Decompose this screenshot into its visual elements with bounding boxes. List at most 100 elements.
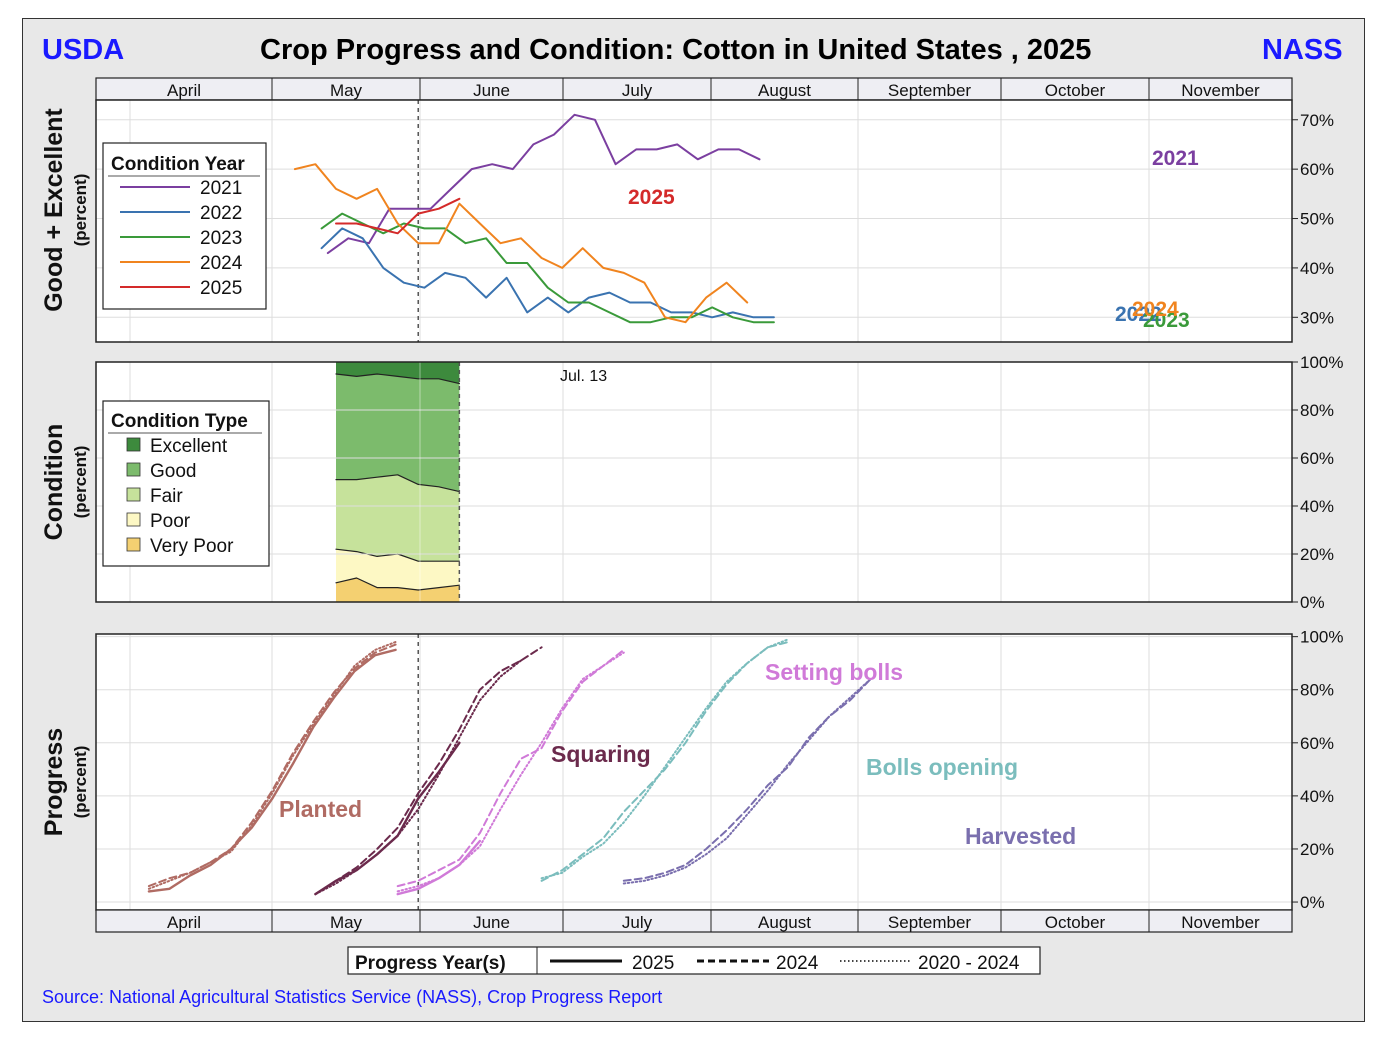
condition-type-plot-area	[96, 362, 1292, 602]
progress-ytick-label: 60%	[1300, 734, 1334, 753]
top-month-month-label: November	[1181, 81, 1260, 100]
bottom-month-month-label: April	[167, 913, 201, 932]
boundary-very-poor-top	[335, 577, 460, 591]
series-line-2021	[326, 113, 761, 255]
legend-label-poor: Poor	[150, 511, 191, 532]
progress-legend-label: 2024	[776, 953, 819, 974]
progress-bolls-opening-2024	[540, 641, 790, 882]
series-line-2023	[320, 212, 775, 324]
condition-year-ylabel-sub: (percent)	[71, 174, 90, 247]
source-note: Source: National Agricultural Statistics…	[42, 987, 663, 1007]
condition-type-ylabel: Condition	[40, 424, 68, 541]
top-month-month-label: May	[330, 81, 363, 100]
progress-ylabel-sub: (percent)	[71, 746, 90, 819]
condition-date-annotation: Jul. 13	[560, 368, 607, 385]
top-month-month-label: October	[1045, 81, 1106, 100]
condition-type-ylabel-group: Condition (percent)	[40, 424, 90, 541]
legend-swatch-very-poor	[126, 537, 141, 552]
progress-ytick-label: 80%	[1300, 681, 1334, 700]
condition-year-ytick-label: 60%	[1300, 160, 1334, 179]
end-label-2021: 2021	[1152, 147, 1199, 170]
condition-year-ytick-label: 50%	[1300, 210, 1334, 229]
progress-plot-area	[96, 634, 1292, 910]
legend-label-good: Good	[150, 461, 196, 482]
top-month-month-label: September	[888, 81, 971, 100]
progress-legend-title: Progress Year(s)	[355, 953, 506, 974]
bottom-month-band	[95, 909, 1293, 933]
condition-type-ytick-label: 20%	[1300, 545, 1334, 564]
bottom-month-month-label: September	[888, 913, 971, 932]
legend-swatch-excellent	[126, 437, 141, 452]
top-month-month-label: August	[758, 81, 811, 100]
condition-type-ylabel-sub: (percent)	[71, 446, 90, 519]
progress-ytick-label: 100%	[1300, 628, 1343, 647]
progress-setting-bolls-2024	[396, 648, 625, 888]
progress-squaring-2025	[314, 741, 461, 896]
condition-year-ytick-label: 40%	[1300, 259, 1334, 278]
progress-legend-box	[347, 946, 1041, 975]
top-month-month-label: July	[622, 81, 653, 100]
progress-harvested-2024	[622, 678, 872, 882]
area-very-poor	[336, 578, 460, 602]
bottom-month-month-label: July	[622, 913, 653, 932]
usda-logo: USDA	[42, 34, 125, 66]
legend-swatch-poor	[126, 512, 141, 527]
condition-year-ytick-label: 30%	[1300, 308, 1334, 327]
bottom-month-month-label: October	[1045, 913, 1106, 932]
legend-label-excellent: Excellent	[150, 436, 228, 457]
boundary-fair-top	[335, 474, 460, 493]
progress-ytick-label: 40%	[1300, 787, 1334, 806]
condition-year-plot-area	[96, 100, 1292, 342]
condition-type-ytick-label: 100%	[1300, 353, 1343, 372]
legend-label-fair: Fair	[150, 486, 183, 507]
bottom-month-month-label: June	[473, 913, 510, 932]
area-good	[336, 374, 460, 492]
legend-swatch-good	[126, 462, 141, 477]
area-poor	[336, 549, 460, 590]
bottom-month-month-label: August	[758, 913, 811, 932]
series-line-2025	[335, 197, 461, 235]
stage-label-planted: Planted	[279, 796, 362, 822]
condition-year-legend-box	[102, 142, 267, 310]
progress-planted-2024	[147, 643, 397, 888]
condition-year-border	[95, 99, 1293, 343]
top-month-band	[95, 77, 1293, 101]
end-label-2023: 2023	[1143, 309, 1190, 332]
condition-year-ylabel-group: Good + Excellent (percent)	[40, 108, 90, 312]
chart-title: Crop Progress and Condition: Cotton in U…	[260, 34, 1092, 66]
area-fair	[336, 474, 460, 562]
stage-label-squaring: Squaring	[551, 741, 651, 767]
bottom-month-month-label: May	[330, 913, 363, 932]
legend-label-2021: 2021	[200, 178, 242, 199]
progress-setting-bolls-2025	[396, 839, 482, 896]
condition-year-ytick-label: 70%	[1300, 111, 1334, 130]
top-month-month-label: April	[167, 81, 201, 100]
legend-label-2025: 2025	[200, 278, 242, 299]
progress-ytick-label: 0%	[1300, 893, 1325, 912]
legend-swatch-fair	[126, 487, 141, 502]
stage-label-harvested: Harvested	[965, 823, 1076, 849]
legend-label-2024: 2024	[200, 253, 243, 274]
condition-type-ytick-label: 40%	[1300, 497, 1334, 516]
progress-legend-label: 2025	[632, 953, 674, 974]
bottom-month-month-label: November	[1181, 913, 1260, 932]
nass-logo: NASS	[1262, 34, 1343, 66]
legend-label-2022: 2022	[200, 203, 242, 224]
progress-ylabel-group: Progress (percent)	[40, 728, 90, 836]
progress-squaring-2024	[314, 646, 543, 896]
condition-type-legend-title: Condition Type	[111, 411, 248, 432]
stage-label-setting-bolls: Setting bolls	[765, 659, 903, 685]
condition-year-ylabel: Good + Excellent	[40, 108, 68, 312]
end-label-2025: 2025	[628, 186, 675, 209]
end-label-2022: 2022	[1115, 303, 1162, 326]
series-line-2024	[293, 163, 749, 324]
progress-ytick-label: 20%	[1300, 840, 1334, 859]
legend-label-2023: 2023	[200, 228, 242, 249]
legend-label-very-poor: Very Poor	[150, 536, 234, 557]
stage-label-bolls-opening: Bolls opening	[866, 754, 1018, 780]
progress-ylabel: Progress	[40, 728, 68, 836]
condition-year-legend-title: Condition Year	[111, 154, 245, 175]
condition-type-border	[95, 361, 1293, 603]
top-month-month-label: June	[473, 81, 510, 100]
